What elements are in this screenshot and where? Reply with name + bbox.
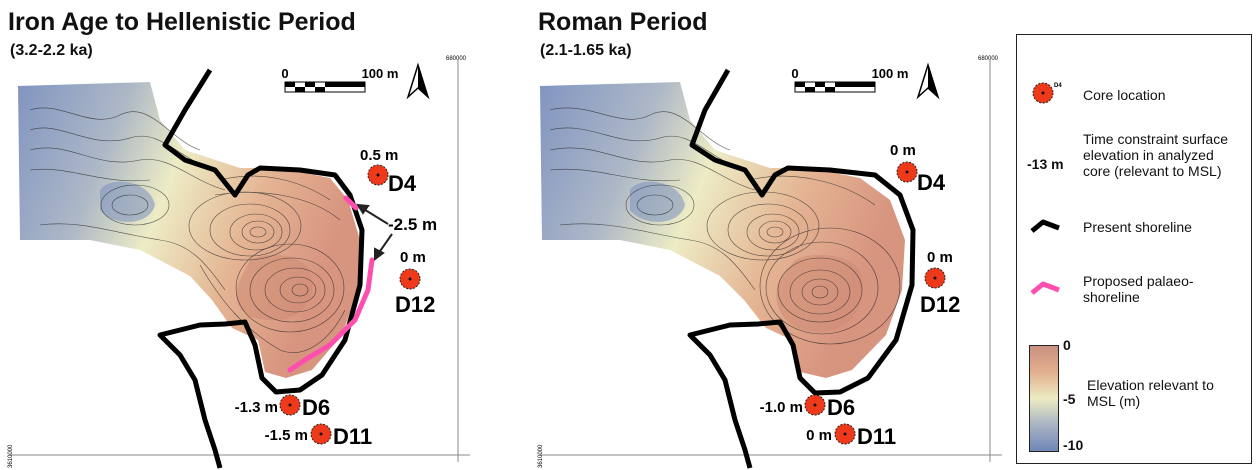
present-shoreline [157, 68, 365, 469]
core-id-label: D12 [395, 292, 435, 317]
map-panel-iron-age: 680000 3610000 [0, 0, 520, 470]
legend-palaeo-shoreline: Proposed palaeo-shoreline [1083, 273, 1194, 305]
core-D11[interactable]: 0 m D11 [806, 423, 896, 449]
coordinate-frame [10, 60, 470, 462]
scale-zero: 0 [791, 66, 798, 81]
core-id-label: D6 [827, 395, 855, 420]
core-D4[interactable]: 0.5 m D4 [360, 147, 417, 196]
contour-lines [29, 107, 346, 353]
coord-left-label: 3610000 [8, 444, 14, 468]
core-id-label: D6 [302, 395, 330, 420]
core-D12[interactable]: 0 m D12 [395, 249, 435, 317]
map-canvas: 680000 3610000 [538, 56, 1002, 469]
bathymetry-surface [18, 82, 360, 378]
palaeo-shoreline [287, 195, 375, 373]
core-id-label: D4 [388, 171, 417, 196]
ramp-mid-label: -5 [1063, 391, 1076, 407]
scale-bar: 0 100 m [281, 66, 399, 93]
coord-top-label: 680000 [978, 56, 999, 62]
map-canvas: 680000 3610000 [8, 56, 470, 469]
core-D6[interactable]: -1.0 m D6 [760, 394, 855, 420]
scale-label: 100 m [362, 66, 399, 81]
core-elevation-label: -1.3 m [235, 399, 278, 416]
core-elevation-label: 0 m [927, 249, 953, 266]
legend-present-shoreline: Present shoreline [1083, 219, 1192, 235]
core-elevation-label: -1.5 m [265, 427, 308, 444]
present-shoreline [687, 68, 916, 469]
north-arrow-icon [406, 62, 430, 100]
palaeo-symbol-icon [1030, 281, 1060, 295]
scale-label: 100 m [872, 66, 909, 81]
core-D6[interactable]: -1.3 m D6 [235, 394, 330, 420]
legend-core-location: Core location [1083, 87, 1166, 103]
ramp-bottom-label: -10 [1063, 437, 1084, 453]
panel-subtitle: (2.1-1.65 ka) [540, 42, 632, 59]
core-elevation-label: 0 m [400, 249, 426, 266]
core-elevation-label: 0 m [806, 427, 832, 444]
panel-subtitle: (3.2-2.2 ka) [10, 42, 93, 59]
shoreline-symbol-icon [1030, 219, 1060, 233]
map-panel-roman: 680000 3610000 [530, 0, 1010, 470]
legend-time-value: -13 m [1027, 156, 1064, 172]
palaeo-elevation-label: -2.5 m [388, 215, 437, 234]
elevation-ramp [1029, 345, 1059, 452]
contour-lines [549, 107, 901, 345]
core-id-label: D4 [917, 170, 946, 195]
core-symbol-label: D4 [1054, 83, 1062, 89]
north-arrow-icon [916, 62, 940, 100]
core-id-label: D11 [857, 424, 896, 449]
ramp-top-label: 0 [1063, 337, 1071, 353]
bathymetry-surface [540, 82, 905, 378]
core-D4[interactable]: 0 m D4 [890, 142, 946, 195]
core-D12[interactable]: 0 m D12 [920, 249, 960, 317]
scale-zero: 0 [281, 66, 288, 81]
core-symbol-icon: D4 [1032, 82, 1062, 104]
ramp-title: Elevation relevant to MSL (m) [1087, 377, 1214, 409]
map-legend: D4 Core location -13 m Time constraint s… [1016, 34, 1252, 464]
core-elevation-label: 0 m [890, 142, 916, 159]
palaeo-arrows [356, 203, 393, 261]
coord-left-label: 3610000 [538, 444, 544, 468]
coordinate-frame [540, 60, 1002, 462]
core-id-label: D12 [920, 292, 960, 317]
legend-time-constraint: Time constraint surface elevation in ana… [1083, 131, 1228, 179]
core-elevation-label: 0.5 m [360, 147, 398, 164]
core-D11[interactable]: -1.5 m D11 [265, 423, 373, 449]
core-elevation-label: -1.0 m [760, 399, 803, 416]
coord-top-label: 680000 [446, 56, 467, 62]
core-id-label: D11 [333, 424, 372, 449]
panel-title: Roman Period [538, 8, 708, 36]
panel-title: Iron Age to Hellenistic Period [8, 8, 356, 36]
scale-bar: 0 100 m [791, 66, 909, 93]
